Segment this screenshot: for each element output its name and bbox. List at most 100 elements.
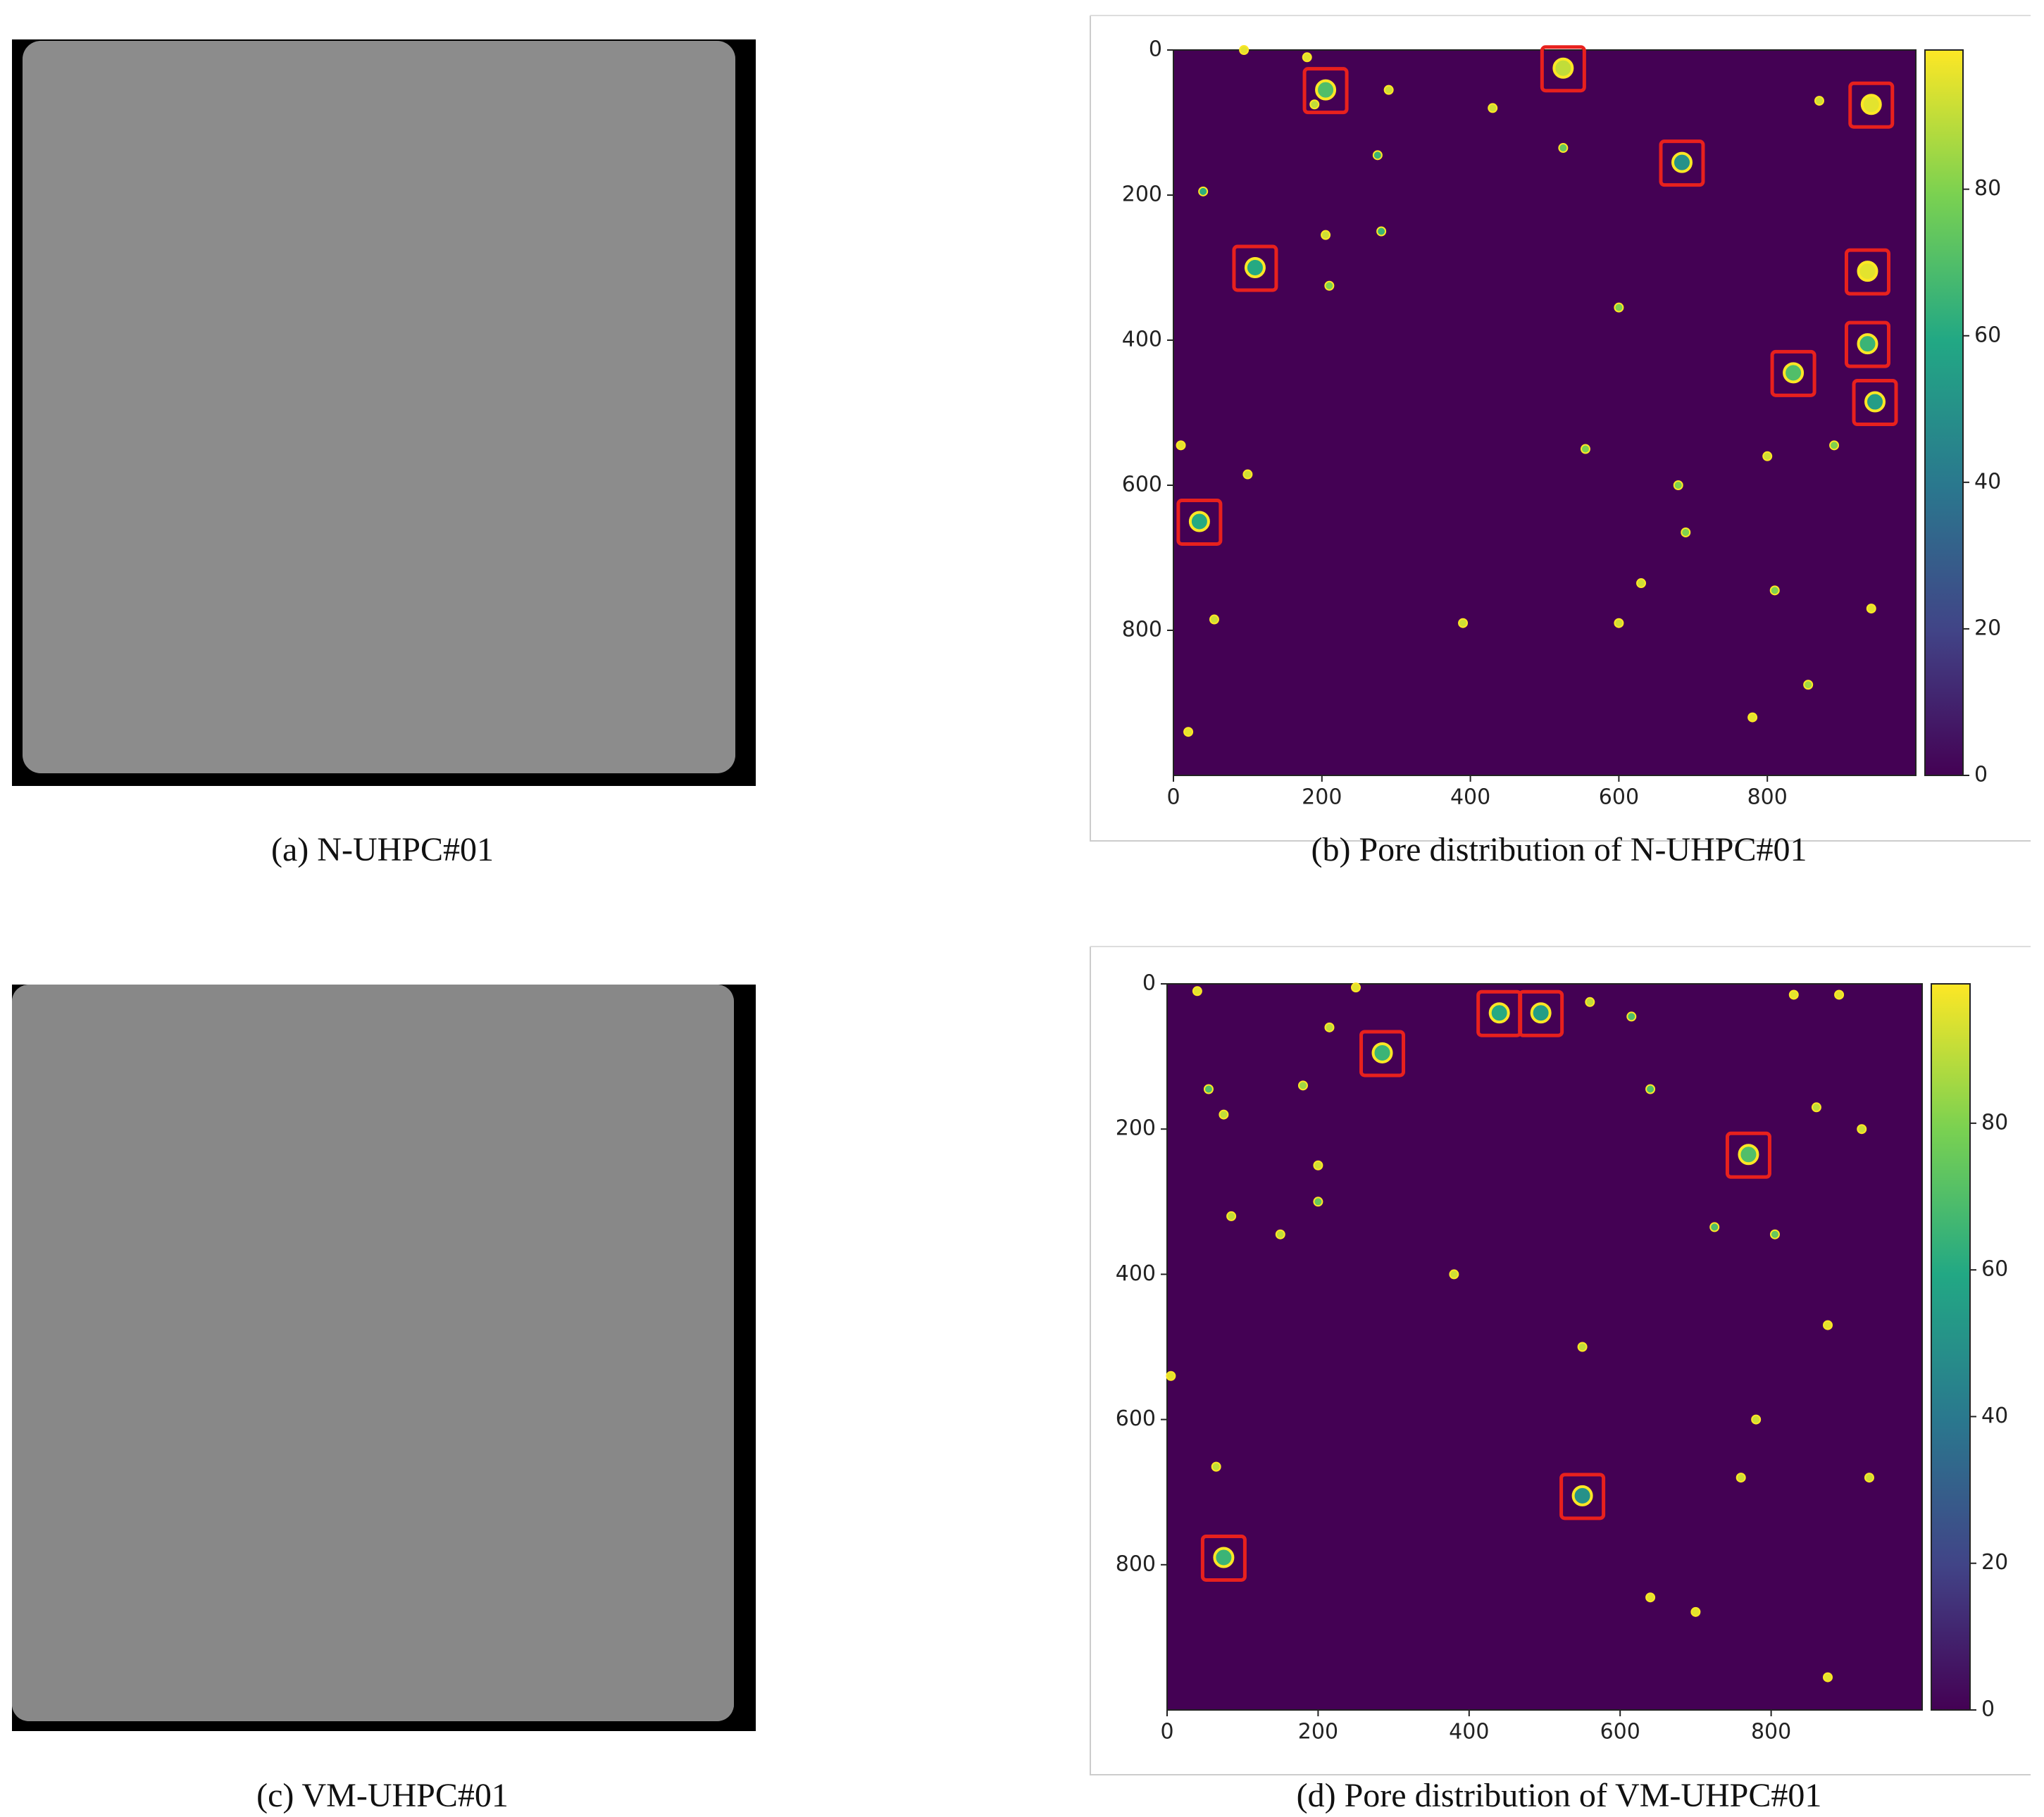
pore	[1823, 1672, 1833, 1682]
pore	[1823, 1320, 1833, 1330]
pore	[1302, 52, 1312, 63]
x-tick-label: 200	[1302, 785, 1342, 810]
colorbar-tick-label: 60	[1974, 323, 2001, 347]
pore	[1209, 614, 1219, 625]
caption: (d) Pore distribution of VM-UHPC#01	[1297, 1777, 1822, 1814]
pore-box	[1232, 244, 1278, 292]
pore	[1321, 230, 1331, 240]
pore	[1315, 79, 1337, 101]
pore	[1636, 578, 1647, 589]
pore-box	[1725, 1131, 1771, 1179]
pore-box	[1518, 989, 1564, 1037]
pore	[1857, 1124, 1867, 1135]
pore	[1803, 680, 1814, 690]
colorbar-tick-label: 20	[1981, 1550, 2008, 1575]
pore-box	[1359, 1030, 1406, 1078]
y-tick-label: 200	[1122, 182, 1162, 207]
frame	[1090, 15, 2031, 842]
pore	[1864, 391, 1886, 413]
x-tick-label: 400	[1449, 1720, 1489, 1744]
x-tick-label: 400	[1450, 785, 1490, 810]
y-tick-label: 400	[1122, 327, 1162, 352]
pore	[1857, 333, 1878, 355]
colorbar	[1931, 983, 1971, 1711]
x-tick-label: 0	[1166, 785, 1180, 810]
pore-box	[1302, 67, 1349, 115]
pore	[1488, 103, 1498, 113]
x-tick-label: 200	[1298, 1720, 1338, 1744]
pore	[1834, 989, 1845, 1000]
frame	[1090, 947, 2031, 1775]
pore	[1383, 85, 1394, 95]
y-tick-label: 0	[1149, 37, 1162, 62]
pore	[1530, 1002, 1552, 1024]
photo-a	[12, 39, 756, 786]
pore	[1860, 94, 1882, 115]
pore	[1783, 362, 1805, 384]
pore	[1372, 150, 1383, 161]
caption: (b) Pore distribution of N-UHPC#01	[1311, 831, 1807, 868]
pore	[1788, 989, 1799, 1000]
pore	[1829, 440, 1840, 451]
pore	[1219, 1109, 1229, 1120]
pore	[1242, 469, 1253, 480]
pore	[1351, 982, 1361, 993]
pore	[1769, 1229, 1780, 1240]
x-tick-label: 800	[1751, 1720, 1791, 1744]
y-tick-label: 600	[1122, 473, 1162, 497]
pore-box	[1844, 320, 1890, 368]
plot-area	[1166, 983, 1923, 1711]
pore	[1192, 986, 1202, 997]
colorbar-tick-label: 0	[1974, 763, 1988, 787]
pore	[1458, 618, 1469, 628]
pore	[1673, 480, 1683, 490]
caption: (c) VM-UHPC#01	[256, 1777, 509, 1814]
pore	[1309, 99, 1320, 110]
pore	[1239, 45, 1250, 55]
pore	[1769, 585, 1780, 596]
pore	[1188, 511, 1210, 532]
plot-area	[1173, 49, 1917, 776]
pore	[1811, 1102, 1821, 1113]
pore	[1488, 1002, 1510, 1024]
photo-c	[12, 985, 756, 1731]
pore-box	[1200, 1534, 1247, 1582]
pore	[1166, 1370, 1176, 1381]
pore	[1585, 997, 1595, 1007]
pore-box	[1540, 45, 1586, 93]
colorbar-tick-label: 0	[1981, 1697, 1995, 1722]
pore	[1747, 712, 1758, 723]
pore	[1275, 1229, 1285, 1240]
x-tick-label: 0	[1160, 1720, 1173, 1744]
pore	[1313, 1160, 1323, 1170]
y-tick-label: 400	[1116, 1261, 1156, 1286]
pore	[1371, 1042, 1393, 1063]
pore	[1183, 727, 1194, 737]
pore	[1866, 604, 1876, 614]
colorbar-tick-label: 40	[1981, 1404, 2008, 1428]
x-tick-label: 600	[1599, 785, 1639, 810]
pore	[1297, 1080, 1308, 1091]
y-tick-label: 0	[1142, 971, 1156, 996]
pore	[1735, 1473, 1746, 1483]
pore	[1176, 440, 1186, 451]
pore-box	[1770, 349, 1816, 397]
pore	[1626, 1011, 1637, 1022]
pore	[1645, 1084, 1656, 1094]
pore	[1449, 1269, 1459, 1280]
pore	[1709, 1222, 1720, 1232]
y-tick-label: 200	[1116, 1116, 1156, 1141]
pore-box	[1659, 139, 1705, 187]
pore	[1198, 186, 1209, 196]
pore-box	[1848, 81, 1895, 129]
pore	[1211, 1461, 1221, 1472]
x-tick-label: 800	[1747, 785, 1788, 810]
pore	[1751, 1414, 1762, 1425]
pore	[1671, 151, 1693, 173]
pore	[1244, 257, 1266, 278]
pore	[1645, 1592, 1656, 1603]
colorbar-tick-label: 80	[1974, 176, 2001, 201]
x-tick-label: 600	[1600, 1720, 1640, 1744]
pore	[1614, 618, 1624, 628]
